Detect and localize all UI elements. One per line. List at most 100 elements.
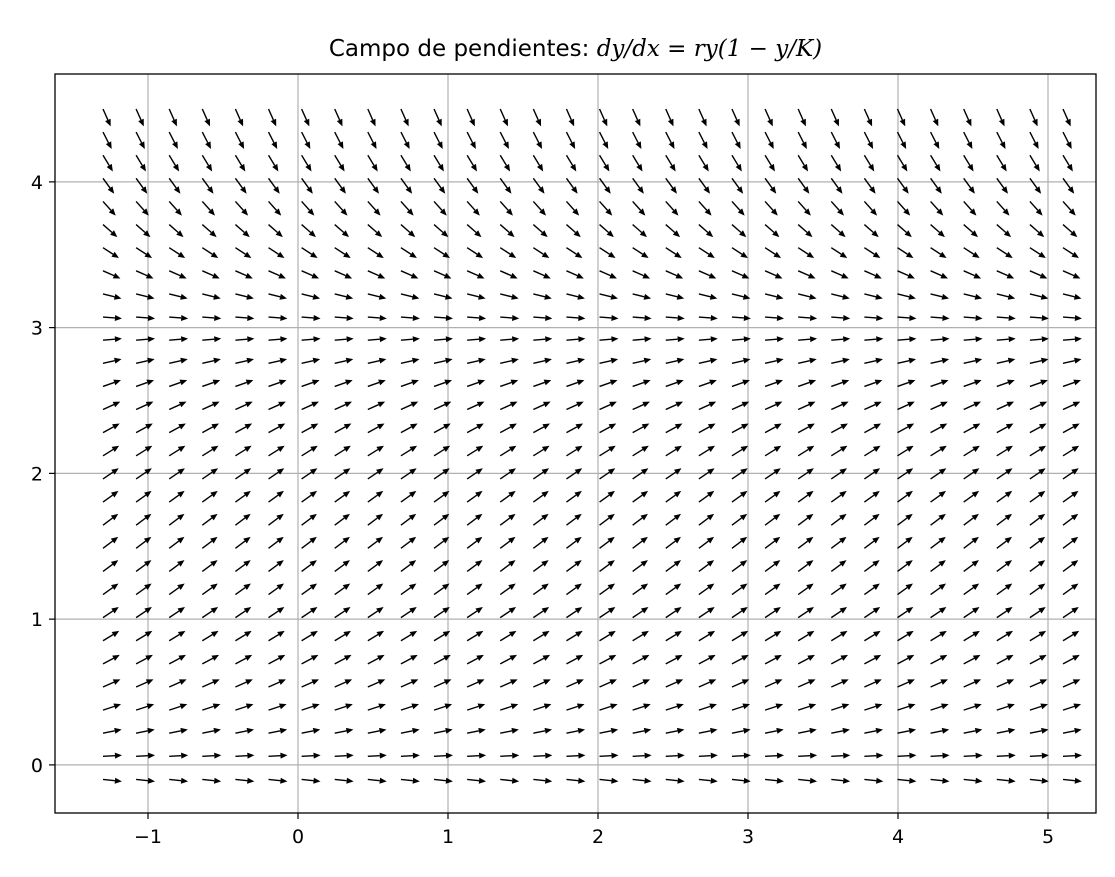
slope-arrow xyxy=(268,490,284,503)
slope-arrow xyxy=(466,654,484,665)
slope-arrow xyxy=(268,293,287,300)
slope-arrow xyxy=(764,490,781,503)
slope-arrow xyxy=(798,777,818,784)
slope-arrow xyxy=(499,200,513,216)
slope-arrow xyxy=(632,468,649,480)
slope-arrow xyxy=(1062,727,1082,734)
slope-arrow xyxy=(930,357,950,364)
slope-arrow xyxy=(897,401,915,411)
slope-arrow xyxy=(301,583,318,596)
slope-arrow xyxy=(1029,423,1047,434)
slope-arrow xyxy=(466,513,483,526)
slope-arrow xyxy=(135,108,144,127)
slope-arrow xyxy=(499,607,517,619)
slope-arrow xyxy=(135,423,153,434)
slope-arrow xyxy=(334,583,351,596)
slope-arrow xyxy=(963,154,974,172)
slope-arrow xyxy=(797,679,816,688)
slope-arrow xyxy=(566,727,586,734)
slope-arrow xyxy=(1029,247,1046,259)
slope-arrow xyxy=(433,423,451,434)
slope-arrow xyxy=(599,401,617,411)
slope-arrow xyxy=(433,752,454,759)
slope-arrow xyxy=(764,560,781,572)
slope-arrow xyxy=(963,401,981,411)
slope-arrow xyxy=(566,468,583,480)
slope-arrow xyxy=(830,583,847,596)
slope-arrow xyxy=(168,131,178,149)
slope-arrow xyxy=(599,314,619,321)
slope-arrow xyxy=(267,154,279,172)
slope-arrow xyxy=(930,270,948,279)
slope-arrow xyxy=(367,270,386,279)
slope-arrow xyxy=(234,200,249,216)
slope-arrow xyxy=(201,445,219,457)
slope-arrow xyxy=(698,154,709,172)
slope-arrow xyxy=(433,490,450,503)
slope-arrow xyxy=(665,536,681,549)
slope-arrow xyxy=(235,777,255,784)
slope-arrow xyxy=(301,224,316,238)
slope-arrow xyxy=(400,583,417,596)
slope-arrow xyxy=(566,630,583,642)
slope-arrow xyxy=(201,607,219,619)
slope-arrow xyxy=(235,654,253,665)
slope-arrow xyxy=(1062,314,1082,321)
slope-arrow xyxy=(863,108,873,127)
slope-arrow xyxy=(201,200,215,216)
slope-arrow xyxy=(863,513,880,526)
slope-arrow xyxy=(334,727,354,734)
slope-arrow xyxy=(102,293,122,300)
slope-arrow xyxy=(632,423,650,434)
slope-arrow xyxy=(235,679,253,688)
slope-arrow xyxy=(1029,131,1039,149)
slope-arrow xyxy=(665,154,676,172)
chart-title: Campo de pendientes: dy/dx = ry(1 − y/K) xyxy=(329,36,822,62)
slope-arrow xyxy=(830,423,848,434)
slope-arrow xyxy=(599,536,615,549)
slope-arrow xyxy=(466,468,483,480)
slope-arrow xyxy=(169,293,188,300)
slope-arrow xyxy=(996,679,1015,688)
slope-arrow xyxy=(897,247,914,259)
slope-arrow xyxy=(532,583,549,596)
slope-arrow xyxy=(202,293,221,300)
slope-arrow xyxy=(201,224,217,238)
slope-arrow xyxy=(963,293,983,300)
slope-arrow xyxy=(632,679,651,688)
slope-arrow xyxy=(202,703,221,711)
slope-arrow xyxy=(698,752,718,759)
slope-arrow xyxy=(334,379,353,388)
slope-arrow xyxy=(764,703,784,711)
slope-arrow xyxy=(400,336,420,343)
slope-arrow xyxy=(466,703,486,711)
slope-arrow xyxy=(135,560,152,572)
slope-arrow xyxy=(665,679,684,688)
slope-arrow xyxy=(201,513,218,526)
slope-arrow xyxy=(831,314,851,321)
slope-arrow xyxy=(698,607,715,619)
slope-arrow xyxy=(235,336,255,343)
slope-arrow xyxy=(632,445,649,457)
slope-arrow xyxy=(334,445,351,457)
slope-arrow xyxy=(301,154,312,172)
slope-arrow xyxy=(202,357,221,364)
slope-arrow xyxy=(532,108,542,127)
slope-arrow xyxy=(1029,154,1040,172)
slope-arrow xyxy=(632,536,648,549)
slope-arrow xyxy=(168,401,187,411)
chart-title-prefix: Campo de pendientes: xyxy=(329,36,597,62)
slope-arrow xyxy=(765,336,785,343)
slope-arrow xyxy=(797,177,810,194)
slope-arrow xyxy=(499,679,518,688)
slope-arrow xyxy=(102,379,121,388)
slope-arrow xyxy=(632,752,652,759)
slope-arrow xyxy=(268,379,287,388)
slope-arrow xyxy=(897,357,917,364)
slope-arrow xyxy=(599,607,616,619)
slope-arrow xyxy=(235,445,252,457)
slope-arrow xyxy=(698,490,715,503)
slope-arrow xyxy=(830,108,839,127)
slope-arrow xyxy=(1062,131,1072,149)
slope-arrow xyxy=(135,224,151,238)
